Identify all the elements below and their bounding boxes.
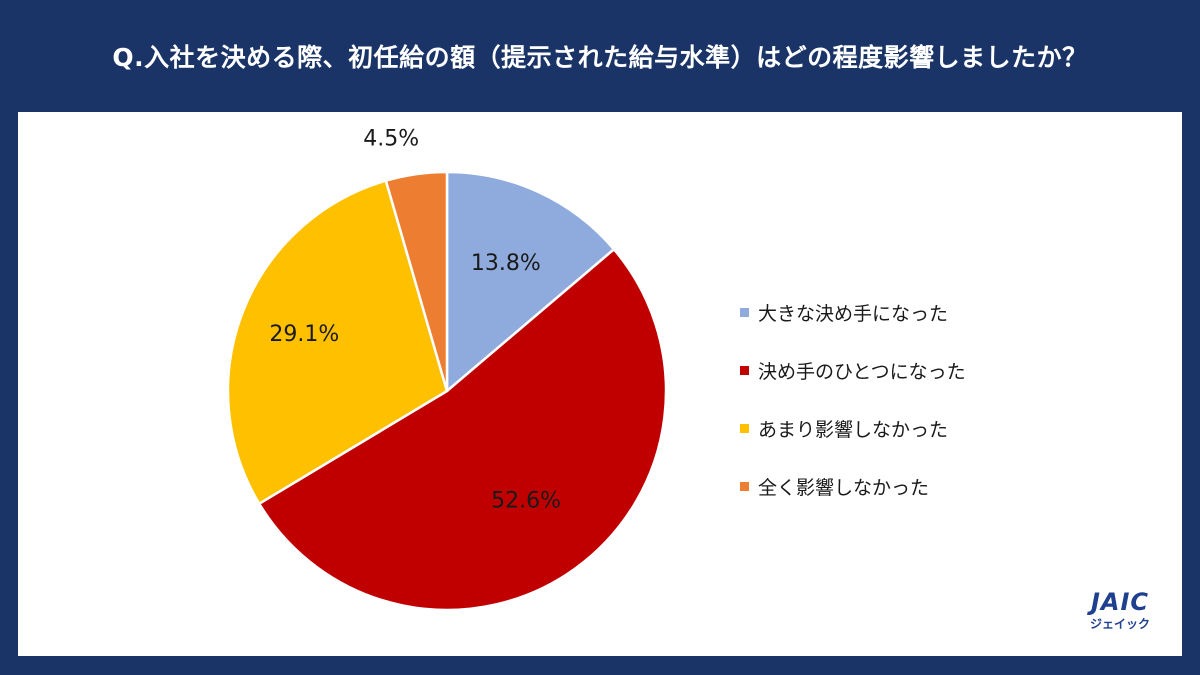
pie-chart: 13.8% 52.6% 29.1% 4.5% <box>226 126 668 612</box>
legend-item: 決め手のひとつになった <box>740 356 1140 385</box>
chart-legend: 大きな決め手になった 決め手のひとつになった あまり影響しなかった 全く影響しな… <box>740 298 1140 530</box>
legend-label: あまり影響しなかった <box>758 419 949 441</box>
data-label: 13.8% <box>471 251 541 276</box>
pie-labels: 13.8% 52.6% 29.1% 4.5% <box>269 126 561 513</box>
pie-slice <box>257 247 668 612</box>
legend-label: 全く影響しなかった <box>758 477 930 499</box>
legend-label: 決め手のひとつになった <box>758 361 966 383</box>
logo-mark: JAIC <box>1090 588 1150 616</box>
jaic-logo: JAIC ジェイック <box>1080 588 1160 648</box>
legend-swatch <box>740 482 749 491</box>
chart-title: Q.入社を決める際、初任給の額（提示された給与水準）はどの程度影響しましたか？ <box>112 43 1088 72</box>
pie-slice <box>445 170 616 394</box>
data-label: 29.1% <box>269 322 339 347</box>
legend-swatch <box>740 366 749 375</box>
logo-subtext: ジェイック <box>1089 617 1150 631</box>
legend-item: あまり影響しなかった <box>740 414 1140 443</box>
legend-swatch <box>740 424 749 433</box>
pie-slices <box>226 170 668 612</box>
legend-item: 全く影響しなかった <box>740 472 1140 501</box>
data-label: 52.6% <box>491 488 561 513</box>
legend-label: 大きな決め手になった <box>758 303 949 325</box>
chart-panel: 13.8% 52.6% 29.1% 4.5% 大きな決め手になった 決め手のひとつにな… <box>18 112 1182 656</box>
pie-slice <box>384 170 449 392</box>
data-label: 4.5% <box>363 126 419 151</box>
legend-item: 大きな決め手になった <box>740 298 1140 327</box>
pie-slice <box>226 179 449 506</box>
legend-swatch <box>740 308 749 317</box>
